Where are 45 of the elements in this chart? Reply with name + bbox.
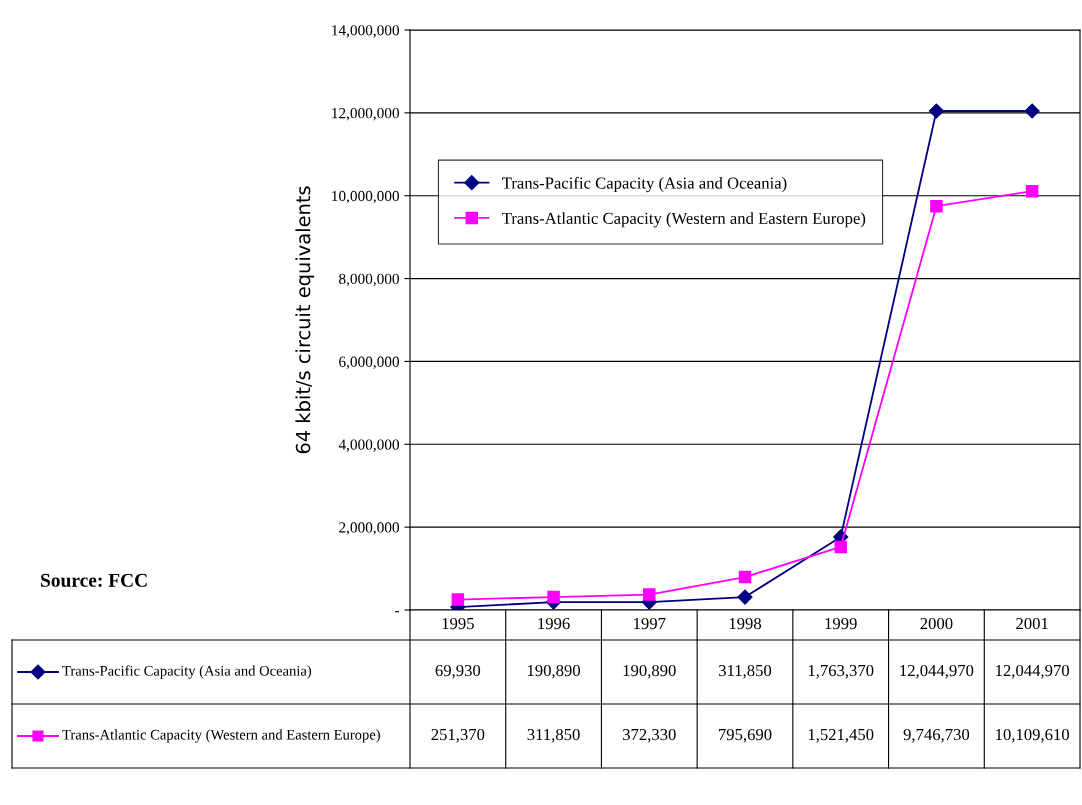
x-tick-label: 1999 xyxy=(825,617,857,630)
point xyxy=(930,199,943,213)
point xyxy=(451,593,465,606)
data-label: 12,044,970 xyxy=(996,664,1070,679)
x-tick-label: 1997 xyxy=(634,617,666,630)
data-label: 1,763,370 xyxy=(808,664,874,679)
data-label: 190,890 xyxy=(527,664,581,679)
point xyxy=(834,540,847,554)
point xyxy=(1025,184,1039,198)
source-note: Source: FCC xyxy=(41,573,147,587)
data-label: 372,330 xyxy=(623,728,676,743)
data-label: 1,521,450 xyxy=(808,728,874,743)
x-tick-label: 1995 xyxy=(442,617,474,630)
data-label: 190,890 xyxy=(623,664,676,679)
legend-label: Trans-Pacific Capacity (Asia and Oceania) xyxy=(502,176,787,193)
x-tick-label: 1996 xyxy=(538,617,570,630)
legend-label: Trans-Atlantic Capacity (Western and Eastern Europe) xyxy=(502,212,866,228)
y-tick-label: 12,000,000 xyxy=(332,108,399,121)
data-label: 9,746,730 xyxy=(903,728,970,743)
y-tick-label: 6,000,000 xyxy=(339,356,399,370)
y-tick-label: 8,000,000 xyxy=(339,273,399,287)
data-label: 311,850 xyxy=(719,664,772,679)
data-label: 251,370 xyxy=(431,728,485,743)
data-label: 69,930 xyxy=(435,664,481,679)
data-label: 311,850 xyxy=(527,728,580,743)
data-label: 10,109,610 xyxy=(996,728,1070,743)
y-tick-label: 4,000,000 xyxy=(338,439,399,452)
point xyxy=(643,588,656,601)
text: Trans-Atlantic Capacity (Western and Eastern Europe) xyxy=(62,729,380,743)
x-tick-label: 2000 xyxy=(920,617,953,630)
y-tick-label: 2,000,000 xyxy=(339,522,399,535)
point xyxy=(928,103,944,119)
data-label: 12,044,970 xyxy=(900,664,974,679)
y-tick-label: 10,000,000 xyxy=(332,190,399,204)
y-tick-label: - xyxy=(395,611,400,613)
x-tick-label: 1998 xyxy=(729,617,762,630)
y-axis-title: 64 kbit/s circuit equivalents xyxy=(295,186,315,454)
point xyxy=(547,590,560,604)
data-label: 795,690 xyxy=(719,728,772,743)
y-tick-label: 14,000,000 xyxy=(332,25,399,38)
point xyxy=(738,570,752,584)
point xyxy=(737,589,753,605)
point xyxy=(1024,103,1040,119)
text: Trans-Pacific Capacity (Asia and Oceania) xyxy=(62,665,312,679)
x-tick-label: 2001 xyxy=(1016,617,1048,630)
